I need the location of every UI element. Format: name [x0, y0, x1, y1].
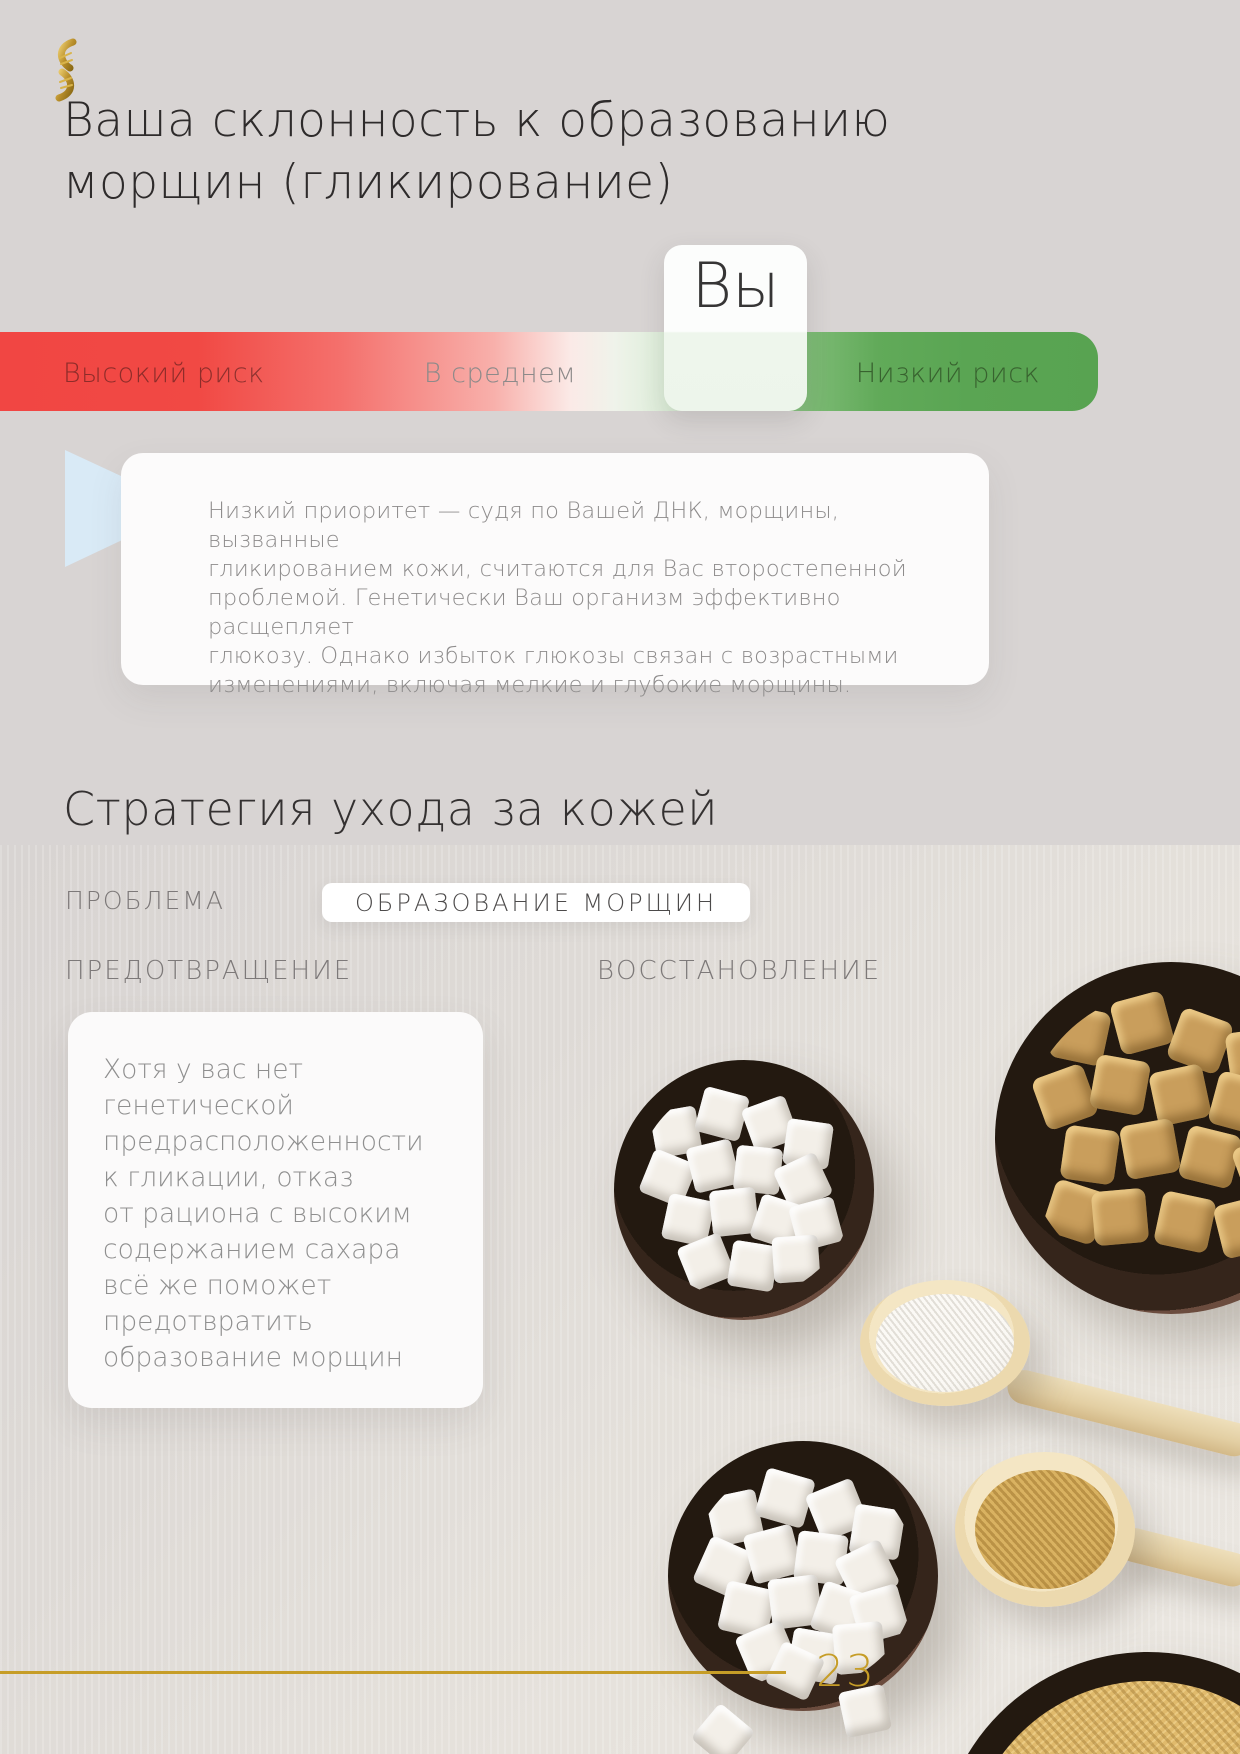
- brown-sugar-cubes: [1023, 990, 1240, 1286]
- risk-gradient-bar: [0, 332, 1098, 411]
- assessment-card: Низкий приоритет — судя по Вашей ДНК, мо…: [121, 453, 989, 698]
- section-title: Стратегия ухода за кожей: [63, 782, 719, 836]
- assessment-text: Низкий приоритет — судя по Вашей ДНК, мо…: [208, 498, 907, 698]
- loose-sugar-cube: [690, 1702, 756, 1754]
- sugar-photo: [0, 845, 1240, 1754]
- sugar-spoon: [860, 1280, 1030, 1406]
- brown-sugar-bowl: [995, 962, 1240, 1314]
- prevention-card: Хотя у вас нет генетической предрасполож…: [68, 1012, 483, 1408]
- white-sugar-cubes: [635, 1081, 853, 1299]
- problem-label: ПРОБЛЕМА: [65, 886, 225, 915]
- restoration-label: ВОССТАНОВЛЕНИЕ: [597, 956, 882, 986]
- page-title: Ваша склонность к образованию морщин (гл…: [63, 93, 891, 210]
- sugar-spoon-handle: [1003, 1366, 1240, 1460]
- brown-sugar-granules: [967, 1681, 1240, 1754]
- prevention-text: Хотя у вас нет генетической предрасполож…: [103, 1054, 424, 1373]
- white-sugar-bowl-top: [614, 1060, 874, 1320]
- problem-value-badge: ОБРАЗОВАНИЕ МОРЩИН: [322, 883, 750, 922]
- risk-label-low: Низкий риск: [855, 358, 1041, 389]
- prevention-label: ПРЕДОТВРАЩЕНИЕ: [65, 956, 353, 986]
- page-number: 23: [816, 1646, 876, 1697]
- risk-label-high: Высокий риск: [63, 358, 265, 389]
- brown-sugar-bowl-corner: [938, 1652, 1240, 1754]
- risk-label-average: В среднем: [423, 358, 577, 389]
- you-marker-label: Вы: [691, 249, 780, 322]
- you-position-marker: Вы: [664, 245, 807, 411]
- brown-sugar-spoon: [955, 1452, 1135, 1607]
- dna-logo-icon: [55, 38, 77, 102]
- footer-accent-rule: [0, 1671, 786, 1674]
